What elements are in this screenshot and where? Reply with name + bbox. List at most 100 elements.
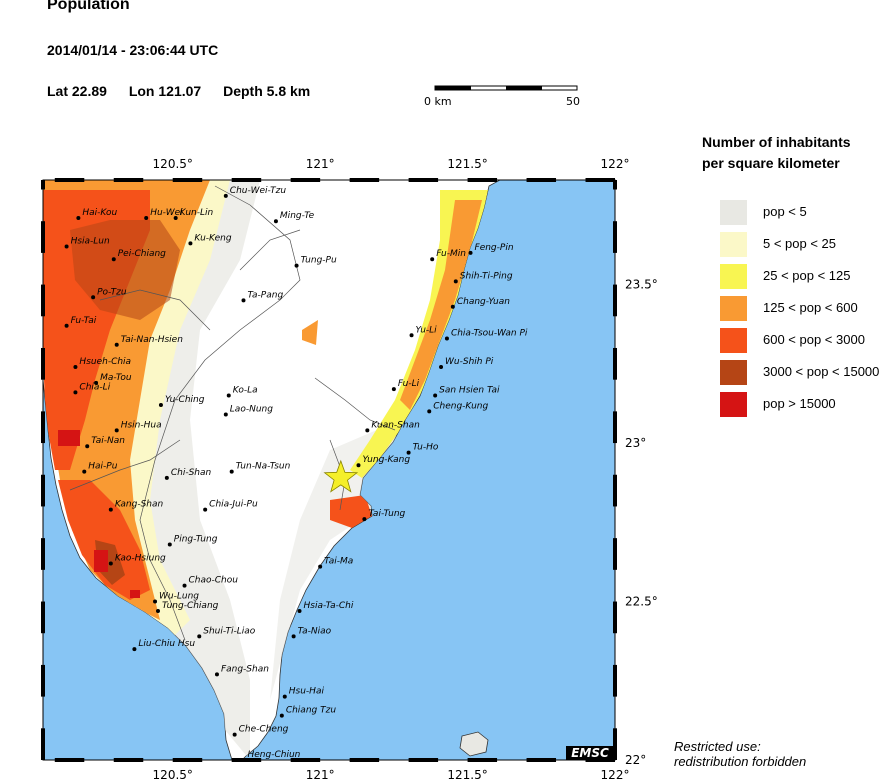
city-dot xyxy=(76,216,81,221)
city-dot xyxy=(114,428,119,433)
longitude-tick-label: 122° xyxy=(601,768,630,782)
city-label: Hai-Pu xyxy=(88,462,117,472)
city-dot xyxy=(468,250,473,255)
city-dot xyxy=(144,216,149,221)
epicenter-star xyxy=(323,459,359,493)
city-label: Fang-Shan xyxy=(221,664,269,674)
legend-item: 125 < pop < 600 xyxy=(720,296,886,322)
longitude-tick-label: 121° xyxy=(306,157,335,171)
longitude-tick-label: 121° xyxy=(306,768,335,782)
city-label: Kang-Shan xyxy=(115,500,164,510)
legend-label: 125 < pop < 600 xyxy=(763,300,858,315)
legend-label: 5 < pop < 25 xyxy=(763,236,837,251)
legend: Number of inhabitants per square kilomet… xyxy=(702,132,882,417)
city-label: Tai-Tung xyxy=(368,509,405,519)
city-dot xyxy=(73,390,78,395)
city-label: Wu-Lung xyxy=(159,592,199,602)
city-dot xyxy=(430,257,435,262)
city-dot xyxy=(318,564,323,569)
city-dot xyxy=(232,732,237,737)
city-label: Ta-Pang xyxy=(247,290,283,300)
latitude-text: Lat 22.89 xyxy=(47,83,107,99)
city-dot xyxy=(114,342,119,347)
legend-label: 3000 < pop < 15000 xyxy=(763,364,880,379)
city-dot xyxy=(409,333,414,338)
city-dot xyxy=(279,713,284,718)
city-label: Hsia-Lun xyxy=(71,237,110,247)
city-label: Che-Cheng xyxy=(239,725,289,735)
longitude-labels-bottom: 120.5° 121° 121.5° 122° xyxy=(153,768,630,782)
city-dot xyxy=(197,634,202,639)
city-dot xyxy=(362,517,367,522)
city-label: Kao-Hsiung xyxy=(115,553,166,563)
city-dot xyxy=(132,647,137,652)
city-label: Wu-Shih Pi xyxy=(445,357,494,367)
legend-swatch xyxy=(720,232,747,257)
longitude-labels-top: 120.5° 121° 121.5° 122° xyxy=(153,157,630,171)
city-label: Kuan-Shan xyxy=(371,420,420,430)
city-dot xyxy=(223,193,228,198)
city-dot xyxy=(64,244,69,249)
legend-swatch xyxy=(720,392,747,417)
city-dot xyxy=(85,444,90,449)
longitude-tick-label: 121.5° xyxy=(447,157,487,171)
longitude-text: Lon 121.07 xyxy=(128,83,202,99)
emsc-badge-bg xyxy=(566,746,615,760)
city-label: Tai-Ma xyxy=(324,557,353,567)
city-dot xyxy=(203,507,208,512)
city-label: Fu-Min xyxy=(436,249,466,259)
city-label: Pei-Chiang xyxy=(118,249,166,259)
city-label: Hai-Kou xyxy=(82,208,117,218)
event-coordinates: Lat 22.89 Lon 121.07 Depth 5.8 km xyxy=(47,83,328,99)
city-label: Chu-Wei-Tzu xyxy=(230,186,287,196)
city-label: Yung-Kang xyxy=(362,455,410,465)
city-dot xyxy=(241,298,246,303)
city-label: Ma-Tou xyxy=(100,373,132,383)
longitude-tick-label: 120.5° xyxy=(153,768,193,782)
city-label: Hu-Wei xyxy=(150,208,183,218)
city-dot xyxy=(108,507,113,512)
scale-left-label: 0 km xyxy=(424,95,452,108)
map-frame xyxy=(42,179,616,761)
city-dot xyxy=(73,364,78,369)
city-label: Chang-Yuan xyxy=(457,297,510,307)
city-dot xyxy=(444,336,449,341)
city-dot xyxy=(291,634,296,639)
usage-notice-line2: redistribution forbidden xyxy=(674,754,807,769)
city-dot xyxy=(241,758,246,762)
city-dot xyxy=(391,387,396,392)
city-dot xyxy=(226,393,231,398)
city-label: Fu-Tai xyxy=(71,316,97,326)
city-dot xyxy=(356,463,361,468)
city-label: Ku-Keng xyxy=(194,233,231,243)
latitude-tick-label: 23° xyxy=(625,436,646,450)
event-datetime: 2014/01/14 - 23:06:44 UTC xyxy=(47,42,219,58)
city-label: Ta-Niao xyxy=(298,626,332,636)
legend-label: 600 < pop < 3000 xyxy=(763,332,865,347)
city-dot xyxy=(223,412,228,417)
city-label: Chi-Shan xyxy=(171,468,212,478)
legend-item: pop < 5 xyxy=(720,200,886,226)
city-label: Heng-Chiun xyxy=(247,750,300,760)
latitude-tick-label: 23.5° xyxy=(625,278,658,292)
latitude-tick-label: 22° xyxy=(625,753,646,767)
scale-right-label: 50 km xyxy=(566,95,584,108)
legend-item: 3000 < pop < 15000 xyxy=(720,360,886,386)
city-label: Tai-Nan-Hsien xyxy=(121,335,184,345)
legend-swatch xyxy=(720,296,747,321)
city-dot xyxy=(108,561,113,566)
map-title: Population xyxy=(47,0,130,13)
city-dot xyxy=(214,672,219,677)
city-label: Yu-Ching xyxy=(165,395,205,405)
city-label: Kun-Lin xyxy=(180,208,214,218)
depth-text: Depth 5.8 km xyxy=(223,83,311,99)
city-dot xyxy=(229,469,234,474)
orchid-island xyxy=(459,731,489,757)
longitude-tick-label: 122° xyxy=(601,157,630,171)
city-label: Liu-Chiu Hsu xyxy=(138,639,195,649)
legend-title: Number of inhabitants per square kilomet… xyxy=(702,132,882,174)
city-dot xyxy=(406,450,411,455)
legend-swatch xyxy=(720,360,747,385)
city-label: Hsueh-Chia xyxy=(79,357,131,367)
